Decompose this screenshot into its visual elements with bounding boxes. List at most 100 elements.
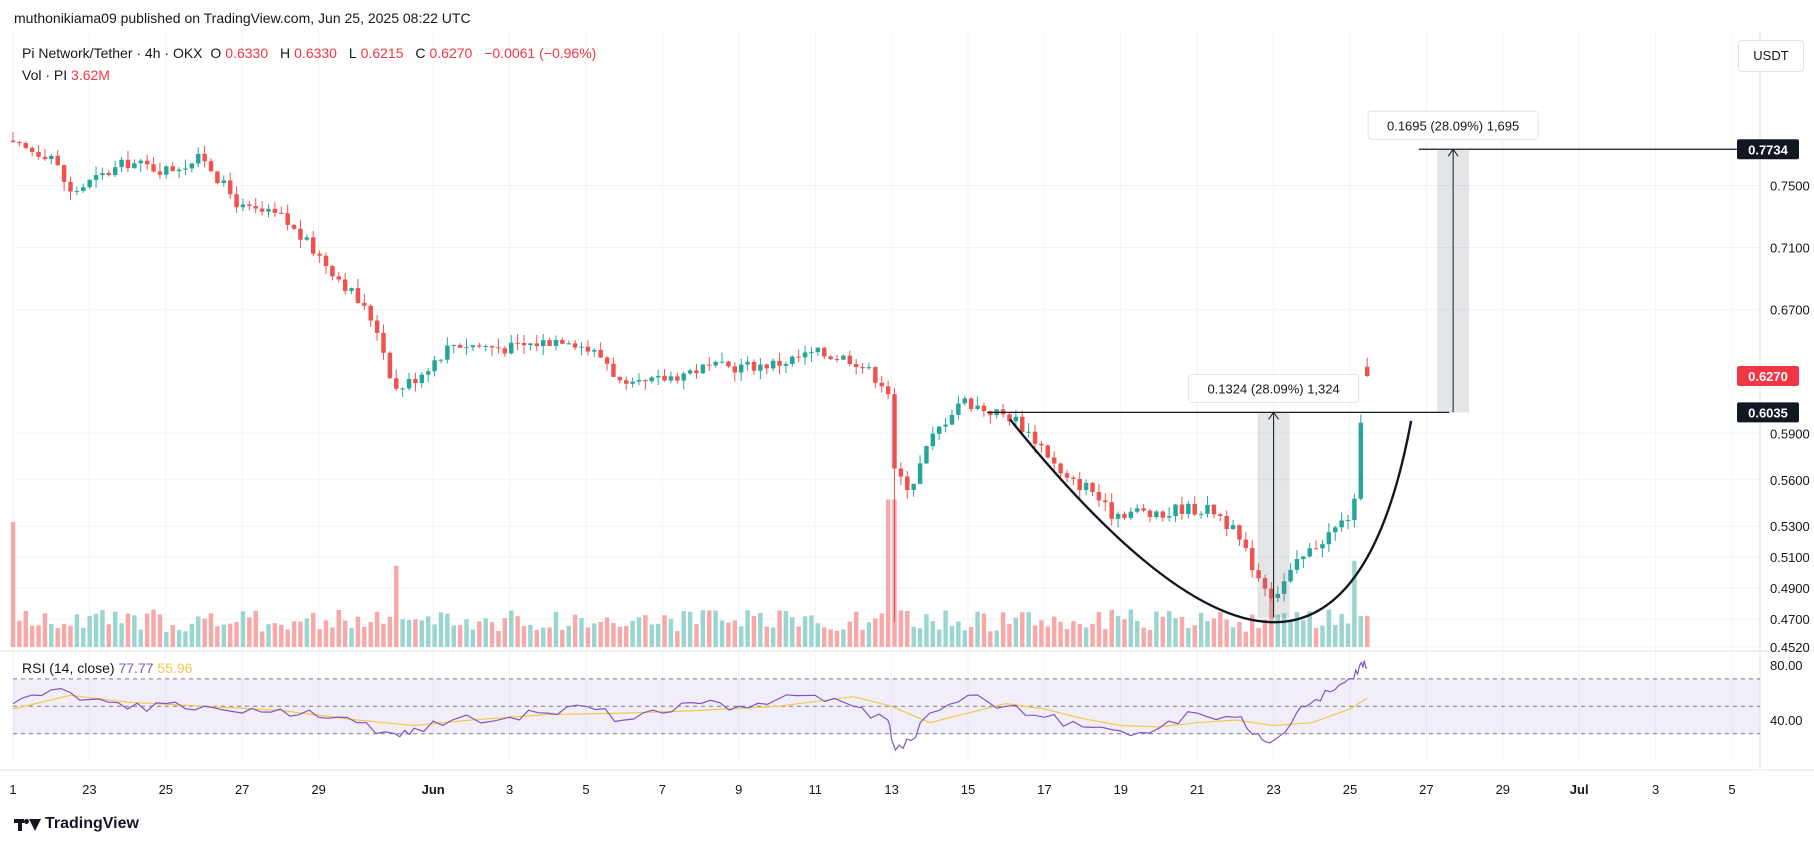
cup-curve [1009, 418, 1413, 624]
volume-bar [425, 616, 431, 647]
candle-body [611, 363, 616, 377]
volume-bar [1051, 616, 1057, 647]
candle-body [649, 377, 655, 382]
footer-brand[interactable]: TradingView [14, 815, 139, 833]
volume-label[interactable]: Vol · PI [22, 67, 68, 83]
candle-body [1077, 479, 1082, 491]
candle-body [834, 359, 840, 361]
volume-bar [579, 618, 584, 647]
candle-body [151, 164, 156, 172]
candle-body [1115, 513, 1121, 519]
candle-body [215, 171, 220, 183]
candle-body [1326, 532, 1332, 545]
time-tick-label: 7 [659, 782, 666, 797]
price-tick-label: 0.7100 [1770, 240, 1810, 255]
volume-bar [847, 621, 853, 647]
volume-bar [1294, 612, 1300, 647]
volume-bar [853, 611, 859, 647]
volume-bar [1320, 625, 1325, 647]
volume-bar [1045, 626, 1051, 647]
candle-body [42, 156, 48, 160]
candle-body [1071, 477, 1076, 480]
candle-body [355, 288, 361, 303]
volume-bar [298, 621, 303, 647]
candle-body [170, 166, 175, 172]
price-tick-label: 0.4700 [1770, 612, 1810, 627]
volume-bar [796, 626, 801, 647]
candle-body [643, 379, 648, 382]
time-tick-label: 25 [1343, 782, 1357, 797]
time-tick-label: 27 [1419, 782, 1433, 797]
volume-bar [17, 620, 22, 647]
candle-body [432, 360, 437, 372]
candle-body [234, 194, 239, 208]
candle-body [732, 366, 738, 373]
candle-body [585, 346, 591, 352]
tradingview-logo-icon [14, 817, 41, 831]
candle-body [349, 288, 354, 291]
candle-body [579, 346, 584, 348]
candle-body [1281, 581, 1287, 594]
volume-bar [528, 624, 533, 647]
candle-body [374, 320, 380, 333]
volume-bar [560, 629, 565, 647]
volume-bar [1007, 623, 1012, 647]
volume-bar [553, 611, 559, 647]
candle-body [936, 426, 942, 434]
price-marker-label: 0.6270 [1748, 369, 1788, 384]
candle-body [572, 343, 578, 348]
candle-body [719, 361, 725, 363]
volume-bar [1166, 611, 1172, 647]
candle-body [777, 360, 782, 366]
time-axis[interactable]: 1 23 25 27 29 Jun 3 5 7 9 11 13 15 17 19 21 23 25 27 29 Jul 3… [9, 782, 1735, 797]
time-tick-label: 13 [884, 782, 898, 797]
candle-body [604, 357, 610, 364]
volume-bar [687, 611, 693, 647]
candle-body [1237, 525, 1242, 540]
candle-body [943, 424, 948, 427]
candle-body [770, 360, 776, 369]
volume-bar [1198, 612, 1204, 647]
volume-bar [151, 609, 156, 647]
volume-bar [1237, 622, 1242, 647]
volume-bar [975, 611, 980, 647]
price-marker-label: 0.7734 [1748, 142, 1789, 157]
candle-body [1256, 570, 1261, 579]
rsi-label[interactable]: RSI (14, close) [22, 660, 115, 676]
candle-body [125, 159, 131, 169]
candle-body [1198, 513, 1204, 515]
chart-grid [0, 30, 1814, 771]
candle-body [1320, 544, 1325, 549]
volume-bar [943, 610, 948, 647]
volume-bar [496, 630, 501, 647]
volume-bar [502, 618, 508, 647]
volume-bar [873, 618, 878, 647]
volume-bar [1364, 615, 1370, 647]
volume-bar [1352, 560, 1357, 647]
volume-bar [1358, 616, 1364, 647]
volume-bar [994, 630, 999, 647]
volume-bar [1134, 620, 1140, 647]
candle-body [342, 279, 348, 291]
candle-body [81, 187, 86, 191]
volume-bar [81, 627, 86, 647]
rsi-ma-line [12, 694, 1368, 728]
rsi-ma-value: 55.96 [157, 660, 193, 676]
candle-body [636, 379, 642, 382]
volume-bar [164, 631, 169, 647]
candle-body [1141, 508, 1146, 511]
volume-bar [1083, 627, 1089, 647]
volume-bar [112, 611, 118, 647]
candle-body [783, 363, 789, 366]
chart-drawings[interactable]: 0.1324 (28.09%) 1,324 0.1695 (28.09%) 1,6… [987, 110, 1760, 624]
candle-body [560, 340, 565, 344]
symbol-title[interactable]: Pi Network/Tether · 4h · OKX [22, 45, 203, 61]
candle-body [1224, 515, 1229, 530]
candle-body [509, 342, 514, 354]
candle-body [521, 342, 527, 346]
candle-body [694, 370, 699, 374]
currency-button[interactable]: USDT [1738, 40, 1804, 72]
volume-bar [208, 613, 214, 647]
price-axis[interactable]: 0.7500 0.7100 0.6700 0.5900 0.5600 0.5300 0.51… [1737, 139, 1810, 728]
